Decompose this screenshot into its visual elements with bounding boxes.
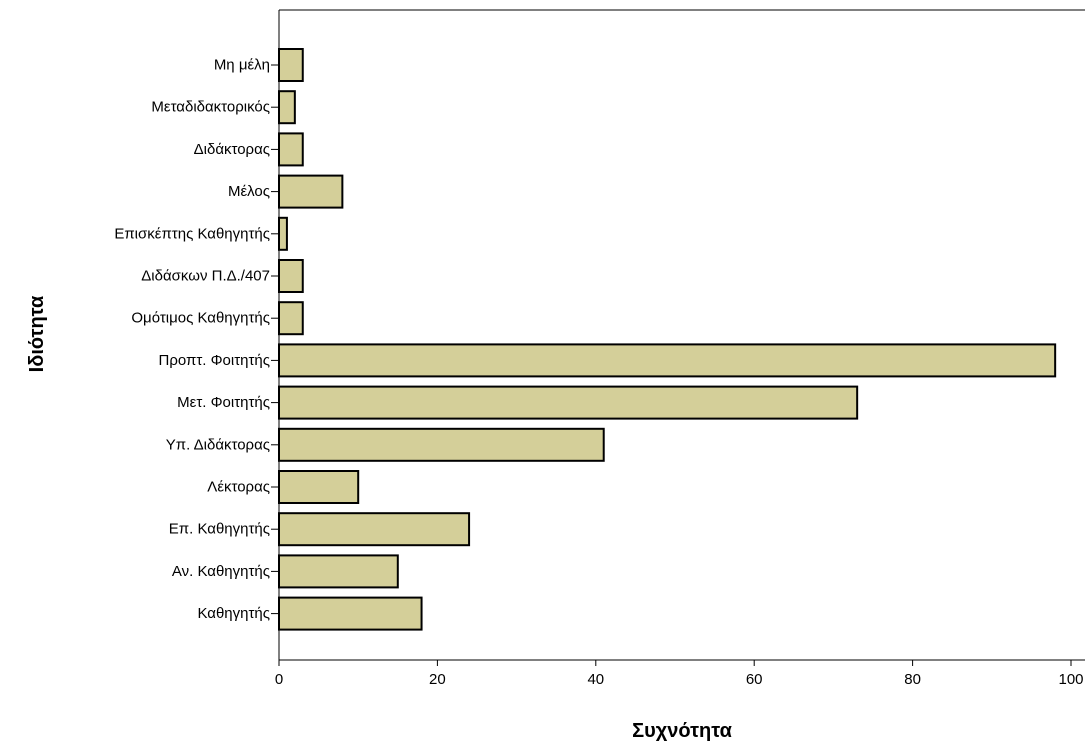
x-tick-label: 100 — [1058, 671, 1083, 688]
category-label: Λέκτορας — [207, 479, 270, 496]
category-label: Διδάκτορας — [194, 141, 270, 158]
bars — [278, 48, 1057, 631]
bar — [278, 48, 304, 82]
category-labels: Μη μέλη Μεταδιδακτορικός Διδάκτορας Μέλος Επ… — [114, 57, 279, 622]
bar — [278, 470, 360, 504]
category-label: Καθηγητής — [197, 605, 270, 622]
x-tick-label: 20 — [429, 671, 446, 688]
category-label: Αν. Καθηγητής — [172, 563, 270, 580]
axes — [278, 9, 1085, 661]
category-label: Προπτ. Φοιτητής — [158, 352, 270, 369]
category-label: Επ. Καθηγητής — [169, 521, 270, 538]
bar — [278, 301, 304, 336]
x-ticks: 0 20 40 60 80 100 — [275, 660, 1084, 688]
category-label: Υπ. Διδάκτορας — [166, 436, 270, 453]
y-axis-title: Ιδιότητα — [26, 295, 48, 372]
bar — [278, 385, 859, 420]
category-label: Ομότιμος Καθηγητής — [131, 310, 270, 327]
bar — [278, 343, 1057, 378]
bar — [278, 90, 296, 125]
category-label: Επισκέπτης Καθηγητής — [114, 225, 270, 242]
bar — [278, 554, 399, 589]
bar — [278, 512, 471, 547]
x-axis-title: Συχνότητα — [632, 720, 732, 742]
category-label: Μη μέλη — [214, 57, 270, 74]
category-label: Μετ. Φοιτητής — [177, 394, 270, 411]
category-label: Διδάσκων Π.Δ./407 — [141, 268, 270, 285]
bar — [278, 132, 304, 167]
x-tick-label: 60 — [746, 671, 763, 688]
x-tick-label: 40 — [587, 671, 604, 688]
category-label: Μεταδιδακτορικός — [151, 99, 270, 116]
bar — [278, 596, 423, 631]
category-label: Μέλος — [228, 183, 270, 200]
bar — [278, 174, 344, 209]
x-tick-label: 0 — [275, 671, 283, 688]
bar — [278, 427, 605, 462]
bar — [278, 259, 304, 293]
bar — [278, 216, 288, 251]
x-tick-label: 80 — [904, 671, 921, 688]
